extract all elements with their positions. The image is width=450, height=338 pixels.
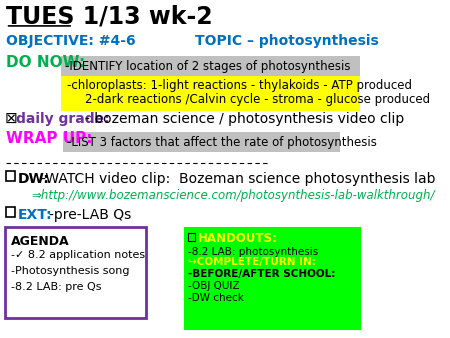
Text: -8.2 LAB: pre Qs: -8.2 LAB: pre Qs	[11, 282, 102, 292]
Text: -LIST 3 factors that affect the rate of photosynthesis: -LIST 3 factors that affect the rate of …	[68, 136, 377, 149]
Text: OBJECTIVE: #4-6: OBJECTIVE: #4-6	[6, 34, 136, 48]
FancyBboxPatch shape	[63, 132, 339, 152]
Text: TOPIC – photosynthesis: TOPIC – photosynthesis	[195, 34, 379, 48]
Text: -✓ 8.2 application notes: -✓ 8.2 application notes	[11, 250, 145, 261]
FancyBboxPatch shape	[184, 227, 360, 330]
FancyBboxPatch shape	[5, 227, 146, 318]
Text: ⇒http://www.bozemanscience.com/photosynthesis-lab-walkthrough/: ⇒http://www.bozemanscience.com/photosynt…	[31, 189, 434, 202]
Text: -BEFORE/AFTER SCHOOL:: -BEFORE/AFTER SCHOOL:	[189, 269, 336, 280]
Text: -DW check: -DW check	[189, 293, 244, 303]
FancyBboxPatch shape	[61, 76, 360, 112]
Text: - bozeman science / photosynthesis video clip: - bozeman science / photosynthesis video…	[86, 112, 405, 126]
Text: -8.2 LAB: photosynthesis: -8.2 LAB: photosynthesis	[189, 246, 319, 257]
Text: ↪COMPLETE/TURN IN:: ↪COMPLETE/TURN IN:	[189, 258, 316, 267]
FancyBboxPatch shape	[61, 56, 360, 76]
Text: AGENDA: AGENDA	[11, 235, 70, 247]
Text: EXT:: EXT:	[18, 208, 53, 222]
Text: daily grade:: daily grade:	[16, 112, 110, 126]
FancyBboxPatch shape	[6, 171, 14, 181]
Text: -chloroplasts: 1-light reactions - thylakoids - ATP produced: -chloroplasts: 1-light reactions - thyla…	[67, 78, 412, 92]
Text: -WATCH video clip:  Bozeman science photosynthesis lab: -WATCH video clip: Bozeman science photo…	[40, 172, 435, 186]
Text: -IDENTIFY location of 2 stages of photosynthesis: -IDENTIFY location of 2 stages of photos…	[65, 59, 351, 73]
Text: -OBJ QUIZ: -OBJ QUIZ	[189, 281, 240, 291]
FancyBboxPatch shape	[6, 207, 14, 217]
Text: TUES 1/13 wk-2: TUES 1/13 wk-2	[6, 5, 213, 29]
Text: -Photosynthesis song: -Photosynthesis song	[11, 266, 130, 276]
Text: DW:: DW:	[18, 172, 50, 186]
FancyBboxPatch shape	[189, 233, 195, 241]
Text: -pre-LAB Qs: -pre-LAB Qs	[49, 208, 131, 222]
Text: ⊠: ⊠	[5, 111, 18, 126]
Text: DO NOW:: DO NOW:	[6, 55, 86, 70]
Text: WRAP UP:: WRAP UP:	[6, 131, 93, 146]
Text: 2-dark reactions /Calvin cycle - stroma - glucose produced: 2-dark reactions /Calvin cycle - stroma …	[86, 93, 430, 106]
Text: HANDOUTS:: HANDOUTS:	[198, 232, 278, 245]
